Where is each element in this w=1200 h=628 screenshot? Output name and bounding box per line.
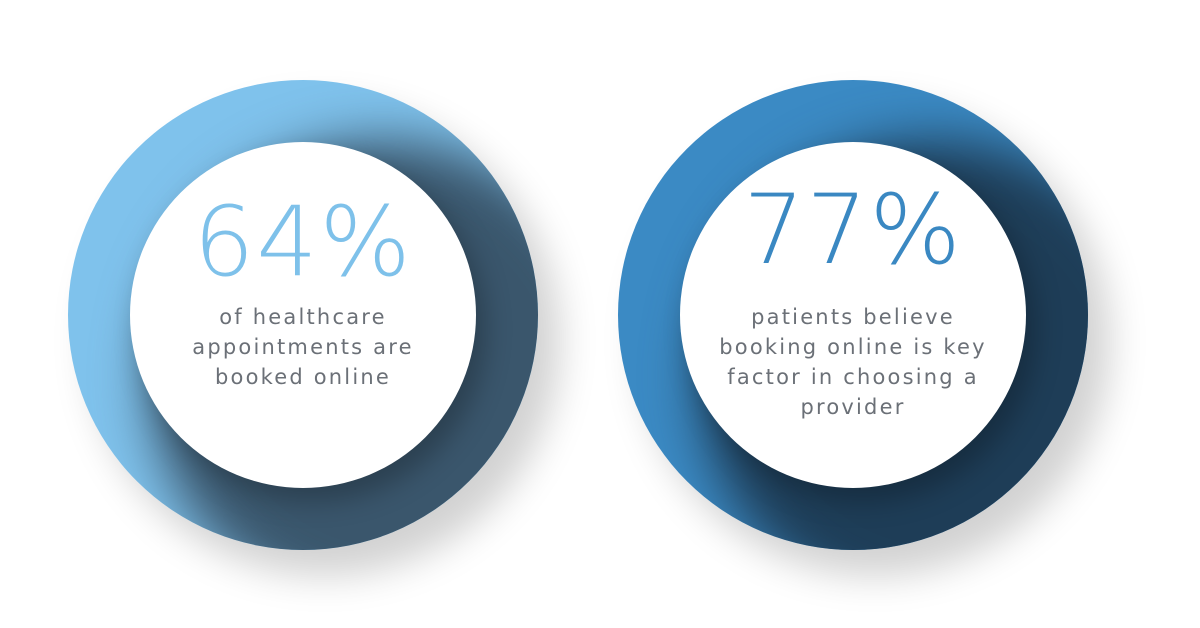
stat-caption: patients believe booking online is key f…	[719, 305, 987, 419]
stat-card-online-appointments: 64% of healthcare appointments are booke…	[68, 80, 538, 550]
stat-inner-circle	[680, 142, 1026, 488]
stat-percentage: 64%	[193, 186, 413, 298]
stat-content: 77% patients believe booking online is k…	[680, 142, 1026, 488]
stat-percentage: 77%	[743, 174, 963, 286]
stat-card-booking-key-factor: 77% patients believe booking online is k…	[618, 80, 1088, 550]
stat-caption: of healthcare appointments are booked on…	[192, 305, 414, 389]
stat-inner-circle	[130, 142, 476, 488]
stat-content: 64% of healthcare appointments are booke…	[130, 142, 476, 488]
